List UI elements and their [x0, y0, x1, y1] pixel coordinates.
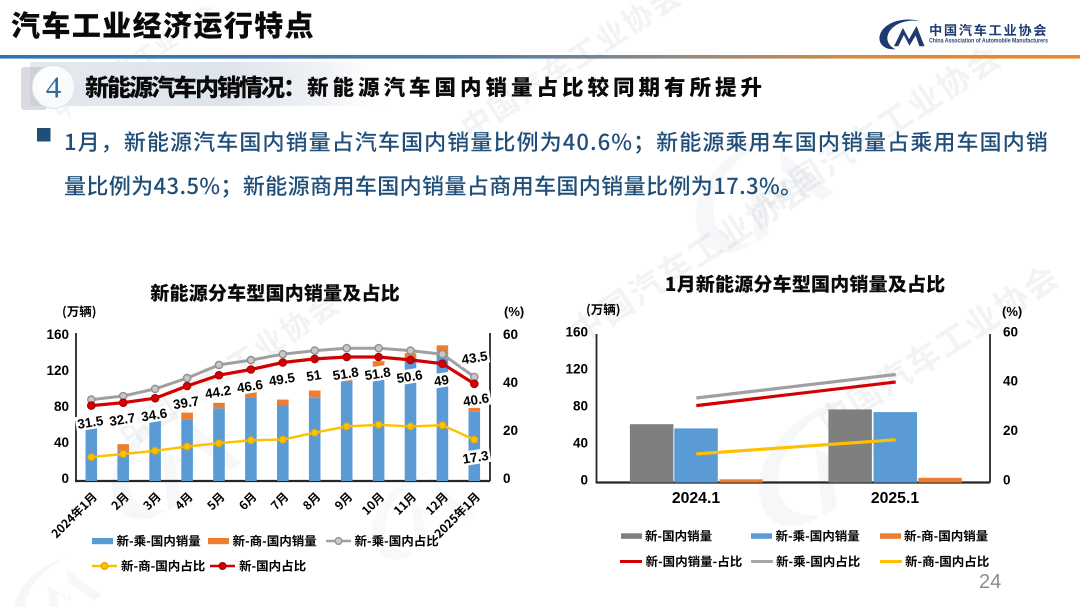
svg-text:2025.1: 2025.1	[871, 490, 920, 507]
svg-text:40: 40	[54, 435, 69, 450]
svg-text:0: 0	[61, 471, 69, 486]
svg-text:60: 60	[503, 327, 518, 342]
svg-text:40: 40	[1003, 374, 1018, 389]
svg-text:44.2: 44.2	[204, 383, 232, 402]
svg-text:80: 80	[573, 398, 588, 413]
svg-text:(%): (%)	[504, 304, 524, 319]
svg-text:20: 20	[503, 423, 518, 438]
svg-text:40: 40	[573, 435, 588, 450]
svg-text:51.8: 51.8	[332, 364, 361, 383]
svg-text:0: 0	[1003, 472, 1011, 487]
svg-text:2024.1: 2024.1	[672, 490, 721, 507]
svg-text:51.8: 51.8	[364, 364, 393, 383]
svg-text:4: 4	[46, 70, 62, 105]
svg-text:17.3: 17.3	[462, 448, 490, 467]
svg-text:20: 20	[1003, 423, 1018, 438]
svg-text:24: 24	[979, 571, 1001, 593]
svg-text:40.6: 40.6	[462, 390, 490, 409]
svg-text:120: 120	[46, 363, 69, 378]
svg-text:34.6: 34.6	[140, 406, 168, 425]
svg-text:160: 160	[46, 327, 69, 342]
svg-text:32.7: 32.7	[108, 410, 136, 429]
svg-text:43.5: 43.5	[461, 348, 490, 367]
svg-text:160: 160	[565, 324, 588, 339]
svg-text:51: 51	[305, 367, 323, 384]
svg-text:31.5: 31.5	[76, 413, 105, 432]
svg-text:39.7: 39.7	[172, 393, 200, 412]
svg-text:China Association of Automobil: China Association of Automobile Manufact…	[929, 39, 1049, 45]
svg-text:(%): (%)	[1002, 304, 1022, 319]
svg-text:0: 0	[580, 472, 588, 487]
svg-text:60: 60	[1003, 324, 1018, 339]
svg-text:50.6: 50.6	[396, 367, 424, 386]
svg-text:40: 40	[503, 375, 518, 390]
svg-text:49: 49	[433, 372, 450, 389]
svg-text:49.5: 49.5	[268, 370, 297, 389]
svg-text:120: 120	[565, 361, 588, 376]
svg-text:46.6: 46.6	[236, 377, 264, 396]
svg-text:0: 0	[503, 471, 511, 486]
svg-text:80: 80	[54, 399, 69, 414]
